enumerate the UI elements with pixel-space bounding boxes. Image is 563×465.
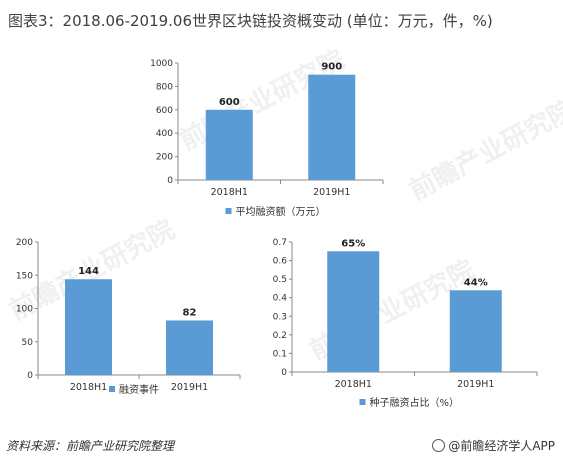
y-tick-label: 800 xyxy=(156,82,173,92)
chart-financing-events: 0 50 100 150 200 144 2018H1 82 2019H1 融资事件 xyxy=(0,232,255,416)
category-label: 2018H1 xyxy=(70,382,107,393)
y-tick-label: 0.5 xyxy=(273,275,287,285)
legend-label: 融资事件 xyxy=(119,383,159,396)
data-label: 600 xyxy=(219,97,240,108)
chart-seed-ratio: 0 0.1 0.2 0.3 0.4 0.5 0.6 0.7 65% 2018H1 44% 2019H1… xyxy=(262,232,547,421)
legend-swatch xyxy=(359,399,366,405)
source-note: 资料来源：前瞻产业研究院整理 xyxy=(6,439,175,453)
y-tick-label: 0.7 xyxy=(273,238,287,248)
y-tick-label: 0.2 xyxy=(273,331,287,341)
bar xyxy=(65,279,112,375)
chart-financing-events-svg: 0 50 100 150 200 144 2018H1 82 2019H1 融资事件 xyxy=(16,238,241,396)
y-tick-label: 0.4 xyxy=(273,294,288,304)
data-label: 65% xyxy=(341,238,365,249)
brand-text: @前瞻经济学人APP xyxy=(448,439,555,453)
y-tick-label: 0.3 xyxy=(273,312,287,322)
legend-label: 平均融资额（万元） xyxy=(236,205,326,218)
bar xyxy=(327,251,380,372)
bar xyxy=(449,290,502,372)
legend-label: 种子融资占比（%） xyxy=(370,396,460,409)
y-tick-label: 100 xyxy=(16,305,33,315)
y-tick-label: 50 xyxy=(22,338,34,348)
legend-swatch xyxy=(109,386,115,392)
y-tick-label: 200 xyxy=(16,238,33,248)
brand-logo-icon xyxy=(432,439,446,452)
bar xyxy=(308,74,356,180)
y-tick-label: 0 xyxy=(281,368,287,378)
category-label: 2019H1 xyxy=(313,187,350,198)
legend-swatch xyxy=(225,208,232,214)
figure-title: 图表3：2018.06-2019.06世界区块链投资概变动 (单位：万元，件，%… xyxy=(8,12,493,30)
data-label: 44% xyxy=(464,277,488,288)
y-tick-label: 200 xyxy=(156,153,173,163)
bar xyxy=(166,320,213,375)
category-label: 2018H1 xyxy=(335,379,372,390)
data-label: 900 xyxy=(321,62,342,73)
brand-credit: @前瞻经济学人APP xyxy=(432,437,555,454)
y-tick-label: 1000 xyxy=(150,59,173,69)
y-tick-label: 0 xyxy=(167,176,173,186)
category-label: 2019H1 xyxy=(457,379,494,390)
y-tick-label: 0 xyxy=(27,371,33,381)
y-tick-label: 600 xyxy=(156,106,173,116)
chart-average-financing-svg: 0 200 400 600 800 1000 600 2018H1 900 2019H1 平均融资额… xyxy=(150,59,384,218)
watermark: 前瞻产业研究院 xyxy=(404,94,563,207)
category-label: 2018H1 xyxy=(211,187,248,198)
y-tick-label: 0.1 xyxy=(273,349,287,359)
bar xyxy=(205,109,253,180)
y-tick-label: 150 xyxy=(16,271,33,281)
chart-seed-ratio-svg: 0 0.1 0.2 0.3 0.4 0.5 0.6 0.7 65% 2018H1 44% 2019H1… xyxy=(273,238,538,409)
category-label: 2019H1 xyxy=(171,382,208,393)
data-label: 82 xyxy=(183,307,197,318)
y-tick-label: 400 xyxy=(156,129,173,139)
y-tick-label: 0.6 xyxy=(273,257,288,267)
chart-average-financing: 0 200 400 600 800 1000 600 2018H1 900 2019H1 平均融资额… xyxy=(140,55,400,234)
data-label: 144 xyxy=(78,266,99,277)
